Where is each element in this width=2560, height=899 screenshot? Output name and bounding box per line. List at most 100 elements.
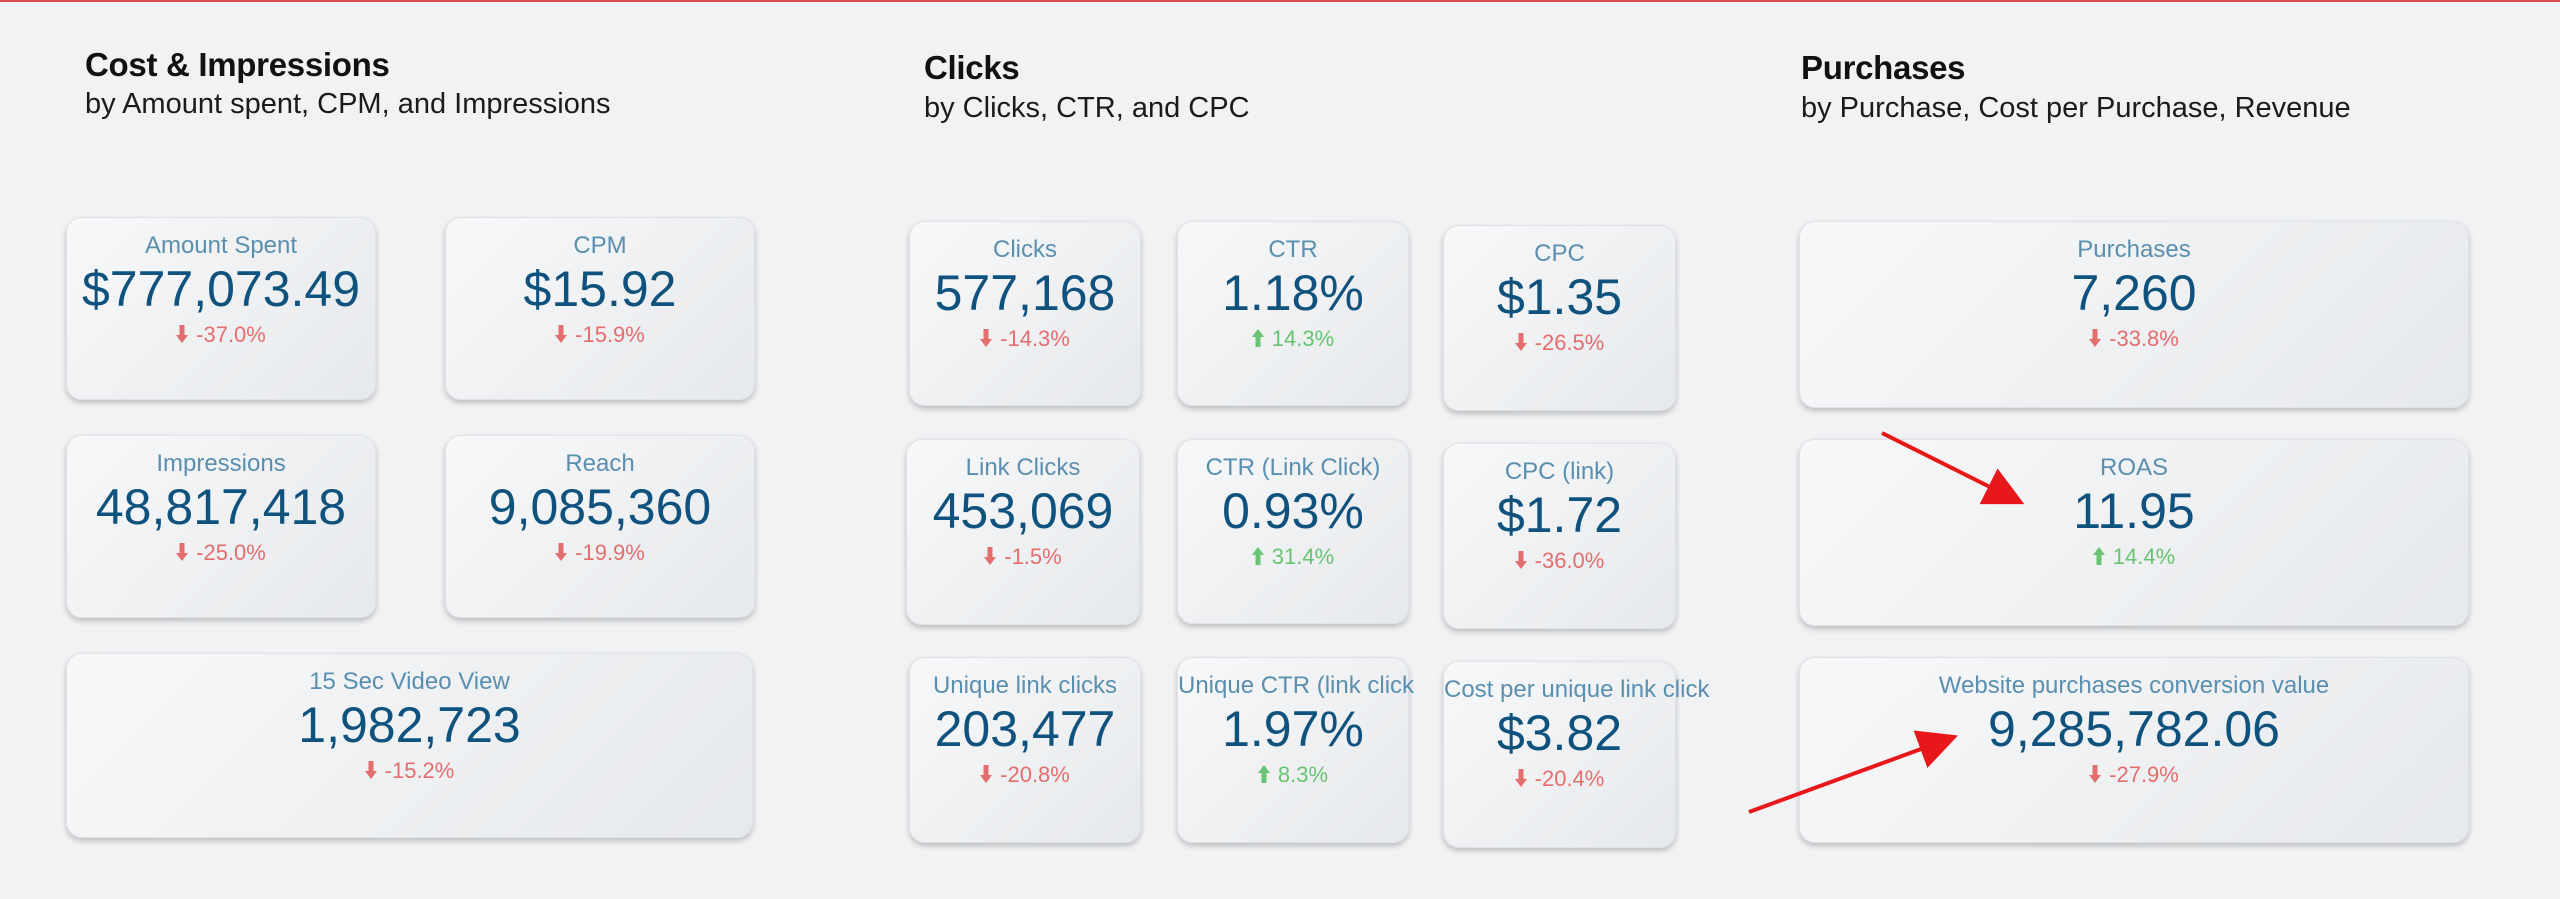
scorecard-link-clicks[interactable]: Link Clicks 453,069 -1.5% [906, 439, 1140, 625]
scorecard-delta: -26.5% [1444, 330, 1675, 356]
scorecard-delta: -15.2% [67, 758, 752, 784]
scorecard-ctr-link-click[interactable]: CTR (Link Click) 0.93% 31.4% [1177, 439, 1409, 624]
scorecard-delta-value: -36.0% [1534, 548, 1605, 573]
scorecard-label: Purchases [2077, 236, 2191, 263]
arrow-down-icon [2089, 329, 2102, 348]
scorecard-delta: -15.9% [446, 322, 754, 348]
scorecard-label: 15 Sec Video View [309, 668, 510, 695]
scorecard-label: CPC [1534, 240, 1585, 267]
arrow-down-icon [555, 325, 568, 344]
scorecard-value: $777,073.49 [81, 261, 361, 317]
scorecard-cpc[interactable]: CPC $1.35 -26.5% [1443, 225, 1676, 411]
arrow-down-icon [2089, 765, 2102, 784]
scorecard-delta-value: -20.4% [1534, 766, 1605, 791]
scorecard-cpc-link[interactable]: CPC (link) $1.72 -36.0% [1443, 443, 1676, 629]
scorecard-delta-value: 8.3% [1277, 762, 1329, 787]
arrow-down-icon [984, 547, 997, 566]
scorecard-delta: -37.0% [67, 322, 375, 348]
scorecard-delta: 31.4% [1178, 544, 1408, 570]
scorecard-label: CTR [1268, 236, 1318, 263]
scorecard-website-purchases-conversion-value[interactable]: Website purchases conversion value 9,285,… [1799, 657, 2469, 843]
arrow-up-icon [2092, 547, 2105, 566]
section-title-purchases: Purchases [1801, 49, 1966, 86]
scorecard-impressions[interactable]: Impressions 48,817,418 -25.0% [66, 435, 376, 618]
scorecard-delta-value: 31.4% [1271, 544, 1335, 569]
scorecard-cost-per-unique-link-click[interactable]: Cost per unique link click $3.82 -20.4% [1443, 661, 1710, 848]
arrow-up-icon [1251, 329, 1264, 348]
scorecard-delta-value: -15.9% [575, 322, 645, 347]
scorecard-delta-value: -1.5% [1004, 544, 1062, 569]
section-title-cost-impressions: Cost & Impressions [85, 46, 390, 83]
scorecard-delta-value: -37.0% [196, 322, 266, 347]
section-subtitle-clicks: by Clicks, CTR, and CPC [924, 92, 1250, 124]
scorecard-label: Unique CTR (link click [1178, 672, 1415, 699]
scorecard-value: $1.35 [1496, 269, 1623, 325]
scorecard-delta-value: -14.3% [1000, 326, 1070, 351]
scorecard-delta: -27.9% [1800, 762, 2468, 788]
scorecard-label: ROAS [2099, 454, 2168, 481]
section-subtitle-purchases: by Purchase, Cost per Purchase, Revenue [1801, 92, 2351, 124]
scorecard-delta-value: -26.5% [1534, 330, 1605, 355]
scorecard-label: Reach [565, 450, 635, 477]
scorecard-value: 9,285,782.06 [1988, 701, 2280, 757]
scorecard-delta-value: 14.3% [1271, 326, 1335, 351]
scorecard-value: 48,817,418 [95, 479, 347, 535]
scorecard-value: 1.18% [1222, 265, 1364, 321]
scorecard-label: CPM [573, 232, 627, 259]
scorecard-delta: 14.3% [1178, 326, 1408, 352]
scorecard-delta-value: -19.9% [575, 540, 645, 565]
scorecard-delta: -14.3% [910, 326, 1140, 352]
annotation-arrow-roas [1881, 431, 2025, 505]
scorecard-label: Website purchases conversion value [1938, 672, 2330, 699]
scorecard-value: 7,260 [2071, 265, 2197, 321]
scorecard-value: 0.93% [1222, 483, 1364, 539]
scorecard-cpm[interactable]: CPM $15.92 -15.9% [445, 217, 755, 400]
arrow-down-icon [980, 765, 993, 784]
scorecard-amount-spent[interactable]: Amount Spent $777,073.49 -37.0% [66, 217, 376, 400]
scorecard-value: $1.72 [1496, 487, 1623, 543]
scorecard-label: Unique link clicks [932, 672, 1118, 699]
arrow-down-icon [1514, 551, 1527, 570]
scorecard-ctr[interactable]: CTR 1.18% 14.3% [1177, 221, 1409, 406]
scorecard-delta: -33.8% [1800, 326, 2468, 352]
scorecard-value: 203,477 [934, 701, 1116, 757]
scorecard-delta: -36.0% [1444, 548, 1675, 574]
arrow-down-icon [176, 543, 189, 562]
scorecard-delta-value: -20.8% [1000, 762, 1070, 787]
scorecard-label: Cost per unique link click [1444, 676, 1710, 703]
scorecard-delta-value: -25.0% [196, 540, 266, 565]
scorecard-clicks[interactable]: Clicks 577,168 -14.3% [909, 221, 1141, 406]
scorecard-roas[interactable]: ROAS 11.95 14.4% [1799, 439, 2469, 626]
scorecard-label: Link Clicks [965, 454, 1081, 481]
annotation-arrow-conversion-value [1748, 730, 1959, 814]
section-subtitle-cost-impressions: by Amount spent, CPM, and Impressions [85, 88, 611, 120]
scorecard-delta: 14.4% [1800, 544, 2468, 570]
scorecard-purchases[interactable]: Purchases 7,260 -33.8% [1799, 221, 2469, 408]
scorecard-label: CTR (Link Click) [1205, 454, 1381, 481]
arrow-down-icon [980, 329, 993, 348]
scorecard-value: 1,982,723 [298, 697, 521, 753]
top-border-line [0, 0, 2560, 2]
scorecard-value: $3.82 [1496, 705, 1623, 761]
arrow-down-icon [555, 543, 568, 562]
arrow-down-icon [1514, 333, 1527, 352]
arrow-down-icon [1514, 769, 1527, 788]
scorecard-delta-value: -27.9% [2109, 762, 2179, 787]
scorecard-value: 1.97% [1222, 701, 1364, 757]
scorecard-value: 577,168 [934, 265, 1116, 321]
scorecard-label: Amount Spent [144, 232, 298, 259]
arrow-up-icon [1257, 765, 1270, 784]
scorecard-delta: -20.8% [910, 762, 1140, 788]
scorecard-delta-value: 14.4% [2112, 544, 2176, 569]
scorecard-unique-link-clicks[interactable]: Unique link clicks 203,477 -20.8% [909, 657, 1141, 843]
scorecard-label: Clicks [993, 236, 1057, 263]
scorecard-15-sec-video-view[interactable]: 15 Sec Video View 1,982,723 -15.2% [66, 653, 753, 838]
scorecard-reach[interactable]: Reach 9,085,360 -19.9% [445, 435, 755, 618]
scorecard-delta: -20.4% [1444, 766, 1675, 792]
scorecard-unique-ctr-link-click[interactable]: Unique CTR (link click 1.97% 8.3% [1177, 657, 1415, 843]
scorecard-value: 453,069 [932, 483, 1114, 539]
scorecard-delta-value: -15.2% [384, 758, 455, 783]
scorecard-delta: -1.5% [907, 544, 1139, 570]
scorecard-delta: -19.9% [446, 540, 754, 566]
